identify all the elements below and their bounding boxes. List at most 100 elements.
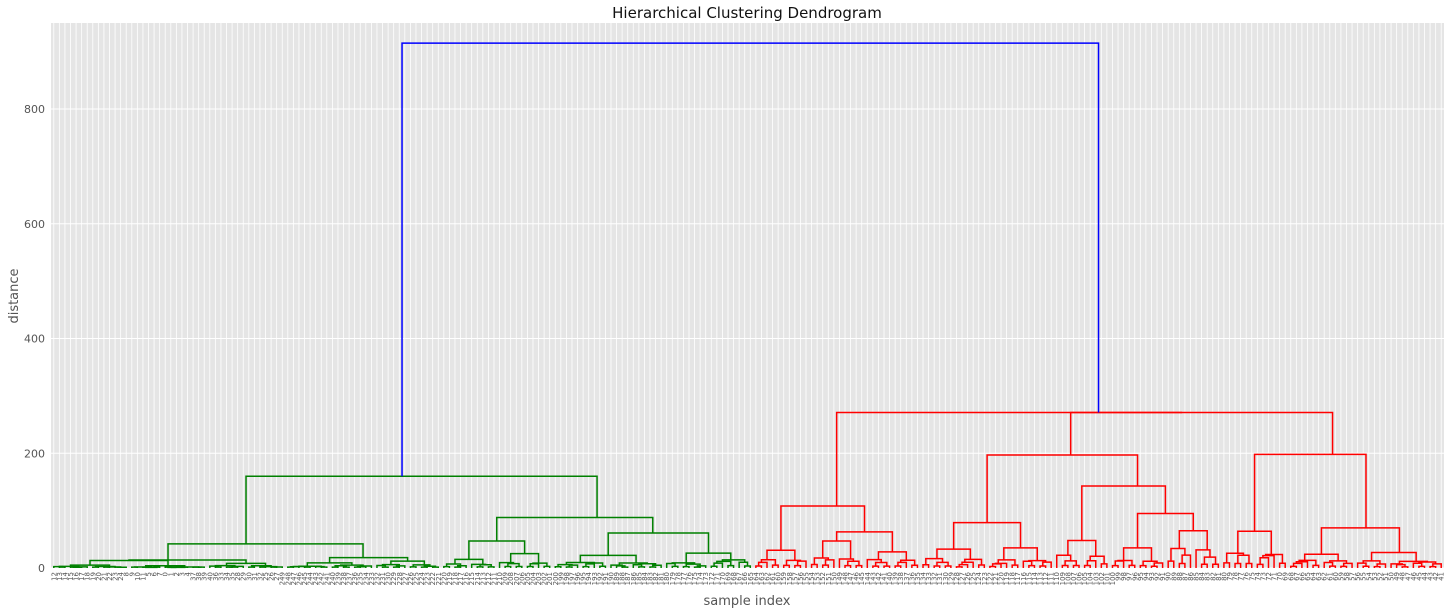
cluster-link [225,562,267,566]
leaf-link [1111,564,1119,568]
leaf-label: 66 [1298,571,1306,580]
leaf-label: 246 [295,571,303,585]
leaf-label: 80 [1220,572,1228,581]
sub-cluster-link [925,557,944,565]
leaf-label: 131 [936,572,944,585]
leaf-label: 184 [641,571,649,585]
leaf-label: 44 [1421,571,1429,580]
leaf-label: 190 [607,572,615,585]
leaf-label: 198 [563,572,571,585]
leaf-label: 155 [803,572,811,585]
leaf-label: 140 [886,572,894,585]
leaf-label: 126 [964,571,972,585]
leaf-label: 103 [1092,572,1100,585]
leaf-label: 93 [1148,572,1156,581]
sub-cluster-link [470,563,487,568]
leaf-label: 133 [925,572,933,585]
cluster-link [1178,529,1208,550]
leaf-label: 109 [1059,572,1067,585]
leaf-label: 96 [1131,571,1139,580]
sub-cluster-link [632,564,643,568]
sub-cluster-link [359,565,373,568]
leaf-label: 110 [1053,572,1061,585]
leaf-label: 194 [585,571,593,585]
leaf-label: 40 [206,572,214,581]
sub-cluster-link [618,562,648,566]
leaf-label: 180 [663,572,671,585]
cluster-link [952,521,1022,550]
sub-cluster-link [1237,554,1250,564]
leaf-label: 98 [1120,572,1128,581]
leaf-label: 34 [223,571,231,580]
y-axis-label: distance [7,268,22,323]
sub-cluster-link [94,565,116,568]
sub-cluster-link [1262,554,1275,568]
leaf-label: 211 [490,572,498,585]
leaf-link [671,565,679,568]
leaf-label: 158 [786,572,794,585]
leaf-link [1429,565,1437,568]
cluster-link [509,552,540,564]
leaf-label: 231 [379,572,387,585]
leaf-label: 38 [195,572,203,581]
sub-cluster-link [250,565,272,568]
leaf-label: 71 [1271,572,1279,581]
leaf-label: 56 [1354,571,1362,580]
cluster-link [766,549,796,561]
leaf-label: 50 [1388,572,1396,581]
leaf-label: 84 [1198,571,1206,580]
leaf-label: 105 [1081,572,1089,585]
y-axis-ticks: 0 200 400 600 800 [24,103,45,575]
sub-cluster-link [1329,560,1348,564]
leaf-label: 94 [1142,571,1150,580]
leaf-label: 153 [814,572,822,585]
leaf-label: 210 [496,572,504,585]
leaf-label: 101 [1103,572,1111,585]
sub-cluster-link [1089,555,1105,564]
cluster-link [69,564,111,567]
leaf-label: 69 [1282,572,1290,581]
sub-cluster-link [457,565,467,568]
leaf-label: 107 [1070,572,1078,585]
sub-cluster-link [958,563,969,568]
y-tick-label: 800 [24,103,45,116]
leaf-label: 10 [134,572,142,581]
leaf-label: 11 [139,572,147,581]
sub-cluster-link [1181,554,1192,568]
cluster-link [390,560,426,565]
leaf-label: 32 [256,572,264,581]
leaf-link [443,565,451,568]
sub-cluster-link [866,558,882,568]
leaf-label: 122 [986,572,994,585]
leaf-label: 139 [892,572,900,585]
leaf-label: 208 [507,572,515,585]
cluster-link [128,559,247,564]
sub-cluster-link [568,564,579,568]
leaf-label: 221 [435,572,443,585]
sub-cluster-link [214,564,236,567]
leaf-label: 121 [992,572,1000,585]
leaf-label: 14 [61,571,69,580]
leaf-label: 160 [775,572,783,585]
y-tick-label: 600 [24,218,45,231]
sub-cluster-link [557,563,573,567]
leaf-label: 182 [652,572,660,585]
y-tick-label: 200 [24,447,45,460]
leaf-label: 99 [1115,572,1123,581]
leaf-label: 137 [903,572,911,585]
sub-cluster-link [1295,560,1309,568]
cluster-link [986,454,1139,523]
sub-cluster-link [1376,563,1387,568]
sub-cluster-link [1298,559,1317,566]
leaf-label: 228 [396,572,404,585]
sub-cluster-link [339,564,364,567]
leaf-label: 92 [1154,572,1162,581]
cluster-link [780,505,866,551]
chart-title: Hierarchical Clustering Dendrogram [612,4,882,22]
leaf-label: 152 [819,572,827,585]
leaf-link [392,566,400,568]
cluster-link [835,531,894,552]
leaf-label: 220 [440,572,448,585]
leaf-link [1340,565,1348,568]
leaf-label: 95 [1137,572,1145,581]
